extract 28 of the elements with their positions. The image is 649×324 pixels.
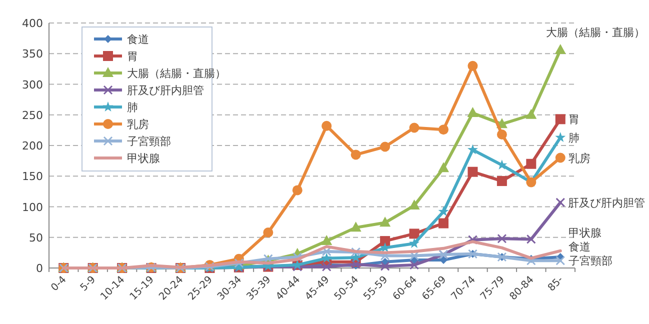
y-tick-label: 100: [22, 200, 43, 214]
legend-label: 食道: [127, 33, 149, 46]
legend-label: 胃: [127, 50, 138, 63]
x-tick-label: 5-9: [78, 274, 98, 294]
y-tick-label: 250: [22, 108, 43, 122]
text: 大腸（結腸・直腸）: [546, 26, 645, 39]
text: 食道: [568, 240, 590, 254]
text: 肝及び肝内胆管: [568, 196, 645, 210]
text: 甲状腺: [568, 226, 602, 240]
y-tick-label: 200: [22, 140, 43, 152]
legend-label: 肺: [127, 101, 138, 114]
x-tick-label: 0-4: [49, 274, 69, 294]
x-tick-label: 85-: [546, 274, 566, 294]
y-tick-label: 50: [29, 231, 43, 244]
text: 乳房: [568, 152, 590, 165]
text: 肺: [568, 132, 580, 145]
legend-label: 子宮頸部: [127, 135, 171, 148]
y-tick-label: 0: [36, 262, 43, 275]
legend-label: 大腸（結腸・直腸）: [127, 67, 226, 80]
y-tick-label: 400: [22, 17, 43, 30]
text: 子宮頸部: [568, 254, 612, 268]
y-tick-label: 150: [22, 170, 43, 184]
y-tick-label: 300: [22, 78, 43, 92]
y-tick-label: 350: [22, 48, 43, 61]
text: 胃: [568, 113, 580, 126]
legend-label: 肝及び肝内胆管: [127, 84, 204, 97]
legend-label: 乳房: [127, 118, 149, 131]
legend-label: 甲状腺: [127, 152, 160, 165]
